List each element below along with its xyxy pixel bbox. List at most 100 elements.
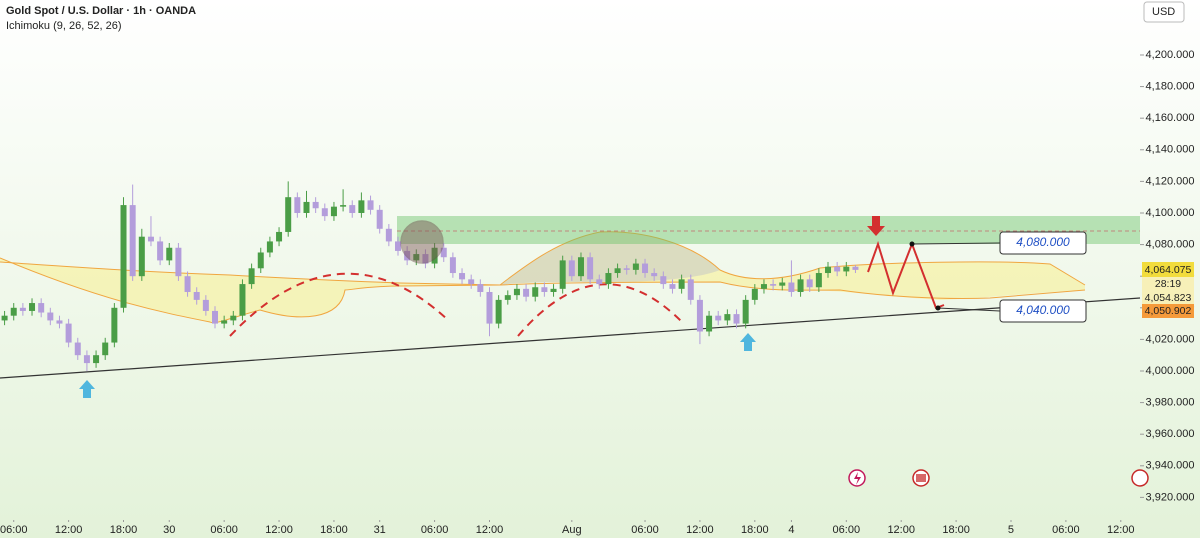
candle-body: [559, 260, 566, 289]
candle-body: [394, 241, 401, 251]
candle-body: [504, 295, 511, 300]
countdown: 28:19: [1155, 278, 1181, 290]
x-tick-label: 12:00: [55, 524, 83, 536]
y-tick-label: 4,100.000: [1146, 207, 1195, 219]
candle-body: [166, 247, 173, 261]
candle-body: [706, 315, 713, 332]
candle-body: [266, 241, 273, 253]
x-tick-label: Aug: [562, 524, 582, 536]
up-arrow: [740, 333, 756, 351]
event-icon[interactable]: [1131, 469, 1149, 487]
candle-body: [568, 260, 575, 277]
candle-body: [825, 266, 832, 274]
candle-body: [358, 200, 365, 213]
y-tick-label: 4,180.000: [1146, 80, 1195, 92]
arc: [517, 283, 683, 337]
candle-body: [660, 276, 667, 285]
candle-body: [340, 205, 347, 207]
candle-body: [248, 268, 255, 285]
x-tick-label: 12:00: [686, 524, 714, 536]
candle-body: [541, 287, 548, 292]
candle-body: [321, 208, 328, 217]
candle-body: [577, 257, 584, 277]
y-tick-label: 3,940.000: [1146, 460, 1195, 472]
price-tag-label: 4,054.823: [1145, 292, 1192, 304]
candle-body: [1, 315, 8, 321]
candle-body: [202, 299, 209, 311]
candle-body: [623, 268, 630, 270]
candle-body: [385, 228, 392, 242]
candle-body: [468, 279, 475, 285]
x-tick-label: 12:00: [265, 524, 293, 536]
candle-body: [129, 205, 136, 277]
x-tick-label: 12:00: [887, 524, 915, 536]
candle-body: [486, 291, 493, 324]
candle-body: [696, 299, 703, 332]
candle-body: [742, 299, 749, 324]
event-glyph: [916, 474, 926, 482]
candle-body: [221, 320, 228, 324]
y-tick-label: 3,920.000: [1146, 491, 1195, 503]
x-tick-label: 06:00: [210, 524, 238, 536]
candle-body: [376, 209, 383, 229]
candle-body: [47, 312, 54, 321]
indicator-label: Ichimoku (9, 26, 52, 26): [6, 20, 122, 32]
candles: [1, 181, 859, 371]
candle-body: [38, 303, 45, 313]
y-tick-label: 3,980.000: [1146, 396, 1195, 408]
trendline: [0, 297, 1141, 379]
candle-body: [431, 247, 438, 264]
candle-body: [175, 247, 182, 277]
x-tick-label: 31: [374, 524, 386, 536]
candle-body: [147, 236, 154, 242]
chart-title: Gold Spot / U.S. Dollar · 1h · OANDA: [6, 5, 196, 17]
candle-body: [294, 197, 301, 213]
candle-body: [532, 287, 539, 297]
candle-body: [605, 273, 612, 285]
y-tick-label: 4,160.000: [1146, 112, 1195, 124]
candle-body: [29, 303, 36, 311]
highlight-circle: [400, 220, 444, 264]
level-line: [937, 307, 1001, 312]
up-arrow: [79, 380, 95, 398]
x-tick-label: 06:00: [833, 524, 861, 536]
candle-body: [834, 266, 841, 272]
candle-body: [413, 254, 420, 261]
candle-body: [193, 291, 200, 300]
y-tick-label: 3,960.000: [1146, 428, 1195, 440]
x-tick-label: 18:00: [320, 524, 348, 536]
y-tick-label: 4,120.000: [1146, 175, 1195, 187]
candle-body: [815, 273, 822, 288]
candle-body: [724, 314, 731, 321]
candle-body: [678, 279, 685, 289]
currency: USD: [1152, 6, 1175, 18]
candle-body: [651, 273, 658, 277]
candle-body: [56, 320, 63, 324]
x-tick-label: 4: [788, 524, 794, 536]
candle-body: [212, 310, 219, 324]
candle-body: [367, 200, 374, 210]
price-tag: [1142, 277, 1194, 307]
x-tick-label: 06:00: [631, 524, 659, 536]
candle-body: [632, 263, 639, 270]
candle-body: [770, 284, 777, 286]
event-glyph: [854, 472, 861, 485]
candle-body: [779, 282, 786, 286]
x-tick-label: 06:00: [421, 524, 449, 536]
currency-box[interactable]: [1143, 1, 1185, 23]
candle-body: [843, 266, 850, 272]
candle-body: [733, 314, 740, 324]
candle-body: [797, 279, 804, 292]
candle-body: [449, 257, 456, 274]
price-tag-label: 4,050.902: [1145, 305, 1192, 317]
level-line: [911, 242, 1001, 245]
y-tick-label: 4,000.000: [1146, 365, 1195, 377]
candle-body: [440, 247, 447, 258]
candle-body: [111, 307, 118, 343]
x-tick-label: 18:00: [942, 524, 970, 536]
candle-body: [157, 241, 164, 261]
candle-body: [614, 268, 621, 274]
candle-body: [330, 206, 337, 217]
x-tick-label: 5: [1008, 524, 1014, 536]
